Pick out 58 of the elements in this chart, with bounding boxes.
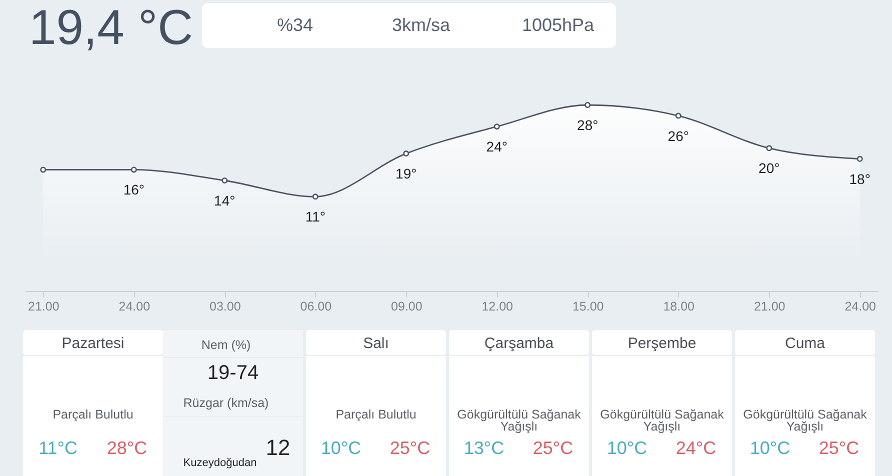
text: 11°C bbox=[38, 438, 78, 458]
x-tick-label: 15.00 bbox=[572, 300, 604, 314]
text: 12 bbox=[266, 435, 290, 460]
x-tick-label: 03.00 bbox=[210, 300, 241, 314]
text: 13°C bbox=[464, 438, 504, 458]
data-label: 11° bbox=[305, 208, 326, 225]
text: Cuma bbox=[784, 335, 826, 352]
text: Gökgürültülü Sağanak Yağışlı bbox=[457, 408, 582, 434]
x-tick-label: 24.00 bbox=[844, 300, 876, 314]
data-label: 19° bbox=[396, 166, 417, 182]
data-label: 24° bbox=[486, 138, 508, 155]
point bbox=[856, 156, 863, 162]
data-label: 14° bbox=[214, 192, 236, 208]
text: Gökgürültülü Sağanak Yağışlı bbox=[600, 408, 725, 434]
x-tick-label: 09.00 bbox=[390, 300, 422, 314]
point bbox=[766, 145, 772, 152]
text: Parçalı Bulutlu bbox=[52, 408, 134, 422]
x-tick-label: 24.00 bbox=[118, 300, 150, 314]
text: 25°C bbox=[532, 438, 574, 458]
data-label: 20° bbox=[758, 160, 780, 176]
data-label: 18° bbox=[849, 170, 870, 187]
data-label: 26° bbox=[668, 128, 689, 144]
x-tick-label: 21.00 bbox=[754, 300, 786, 314]
text: 1005hPa bbox=[522, 15, 596, 35]
text: 19,4 °C bbox=[29, 1, 193, 55]
text: Çarşamba bbox=[484, 335, 554, 352]
text: Nem (%) bbox=[201, 338, 251, 352]
data-label: 16° bbox=[123, 182, 144, 198]
text: 10°C bbox=[750, 438, 790, 458]
text: Salı bbox=[363, 335, 389, 352]
point bbox=[40, 166, 46, 173]
text: 25°C bbox=[818, 438, 860, 458]
point bbox=[584, 102, 591, 108]
x-tick-label: 21.00 bbox=[28, 300, 60, 314]
x-tick-label: 12.00 bbox=[482, 300, 514, 314]
text: 24°C bbox=[676, 438, 716, 458]
x-tick-label: 06.00 bbox=[300, 300, 332, 314]
text: Perşembe bbox=[628, 335, 696, 352]
text: Parçalı Bulutlu bbox=[336, 408, 416, 422]
point bbox=[222, 178, 228, 184]
point bbox=[312, 194, 318, 200]
text: 19-74 bbox=[207, 362, 259, 384]
point bbox=[130, 166, 137, 173]
text: 25°C bbox=[390, 438, 430, 458]
text: 28°C bbox=[106, 438, 148, 458]
point bbox=[403, 150, 410, 157]
text: 3km/sa bbox=[392, 15, 452, 35]
text: 10°C bbox=[320, 438, 362, 458]
data-label: 28° bbox=[577, 117, 598, 133]
text: Gökgürültülü Sağanak Yağışlı bbox=[743, 408, 868, 434]
text: Rüzgar (km/sa) bbox=[183, 396, 269, 410]
point bbox=[675, 112, 682, 119]
text: %34 bbox=[277, 15, 314, 35]
x-tick-label: 18.00 bbox=[663, 300, 695, 314]
text: 10°C bbox=[606, 438, 648, 458]
point bbox=[494, 124, 500, 130]
text: Kuzeydoğudan bbox=[183, 457, 257, 469]
text: Pazartesi bbox=[62, 335, 124, 352]
